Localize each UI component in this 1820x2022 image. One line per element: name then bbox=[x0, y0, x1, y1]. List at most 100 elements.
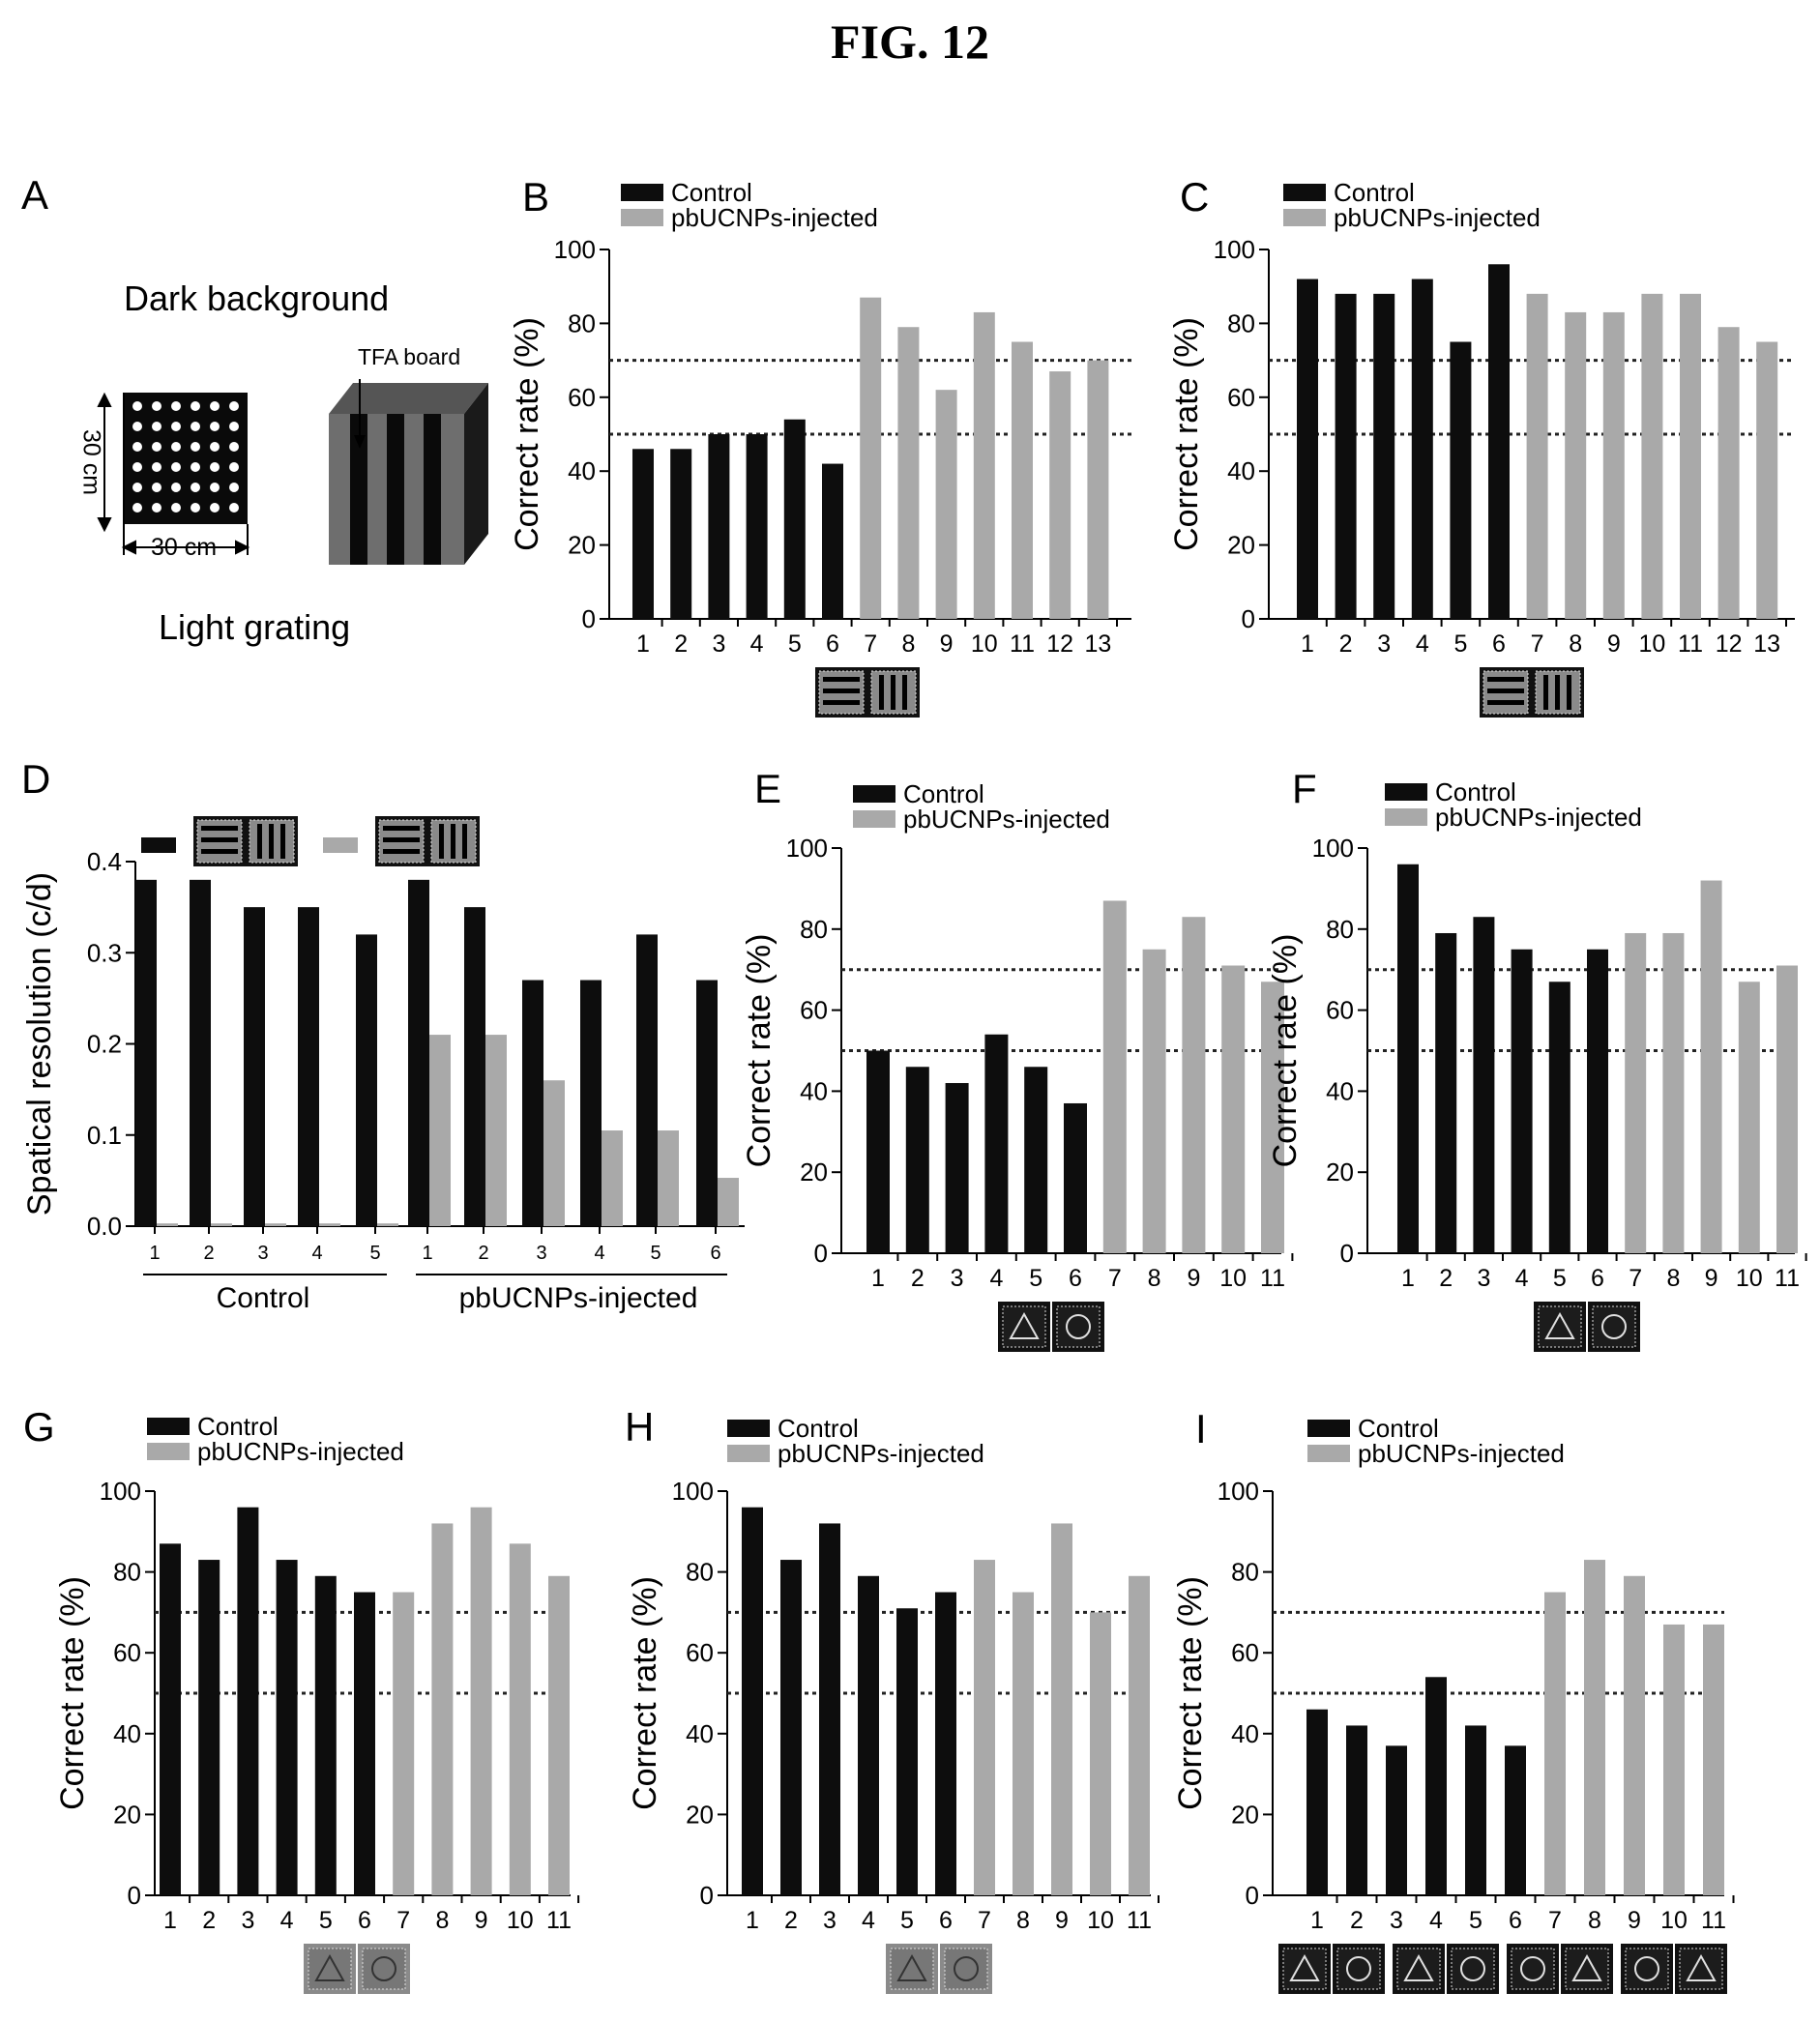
figure-title: FIG. 12 bbox=[831, 15, 989, 69]
legend-swatch-control bbox=[1307, 1420, 1350, 1437]
bar-injected bbox=[1182, 917, 1206, 1253]
x-tick-label: 1 bbox=[1401, 1265, 1415, 1292]
grating-stripe bbox=[891, 675, 895, 710]
grid-dot bbox=[229, 422, 239, 431]
x-tick-label: 5 bbox=[369, 1243, 380, 1264]
x-tick-label: 6 bbox=[358, 1907, 371, 1934]
y-tick-label: 60 bbox=[686, 1638, 714, 1667]
x-tick-label: 11 bbox=[1127, 1907, 1152, 1934]
bar-control bbox=[464, 907, 485, 1226]
y-tick-label: 0 bbox=[128, 1881, 141, 1910]
grid-dot bbox=[210, 401, 220, 411]
bar-injected bbox=[211, 1223, 232, 1226]
grid-dot bbox=[210, 503, 220, 513]
x-tick-label: 6 bbox=[1492, 630, 1506, 658]
x-tick-label: 3 bbox=[257, 1243, 268, 1264]
bar-injected bbox=[718, 1178, 739, 1226]
legend-swatch-control bbox=[147, 1418, 190, 1435]
grid-dot bbox=[132, 422, 142, 431]
y-axis-label: Correct rate (%) bbox=[1267, 934, 1304, 1168]
x-tick-label: 6 bbox=[1591, 1265, 1604, 1292]
y-tick-label: 20 bbox=[1227, 531, 1255, 560]
x-tick-label: 5 bbox=[650, 1243, 660, 1264]
grating-stripe bbox=[462, 824, 467, 859]
x-tick-label: 4 bbox=[862, 1907, 875, 1934]
bar-control bbox=[522, 980, 543, 1226]
grating-stripe bbox=[1567, 675, 1571, 710]
bar-control bbox=[636, 934, 658, 1226]
circle-icon bbox=[1634, 1956, 1659, 1981]
y-tick-label: 40 bbox=[800, 1076, 828, 1105]
panel-i: I 0 20 40 60 80 100 Correct rate (%) 1 2 3 4 5 6 7 8 9 10… bbox=[1172, 1406, 1735, 1994]
bar-control bbox=[314, 1575, 337, 1895]
grating-stripe bbox=[823, 689, 860, 693]
y-tick-label: 40 bbox=[1326, 1076, 1354, 1105]
bar-injected bbox=[1602, 311, 1625, 619]
bar-control bbox=[1024, 1067, 1048, 1253]
panel-h: H 0 20 40 60 80 100 Correct rate (%) 1 2 3 4 5 6 7 8 9 10… bbox=[625, 1404, 1160, 1994]
y-tick-label: 20 bbox=[113, 1800, 141, 1829]
circle-icon bbox=[371, 1956, 396, 1981]
bar-injected bbox=[377, 1223, 398, 1226]
circle-icon bbox=[1346, 1956, 1371, 1981]
grating-stripe bbox=[1543, 675, 1548, 710]
y-axis-label: Correct rate (%) bbox=[1168, 317, 1205, 551]
bar-injected bbox=[1703, 1624, 1724, 1895]
bar-injected bbox=[1051, 1523, 1072, 1895]
bar-injected bbox=[1584, 1560, 1605, 1895]
grid-dot bbox=[171, 462, 181, 472]
panel-a-drawing bbox=[97, 379, 488, 565]
y-tick-label: 80 bbox=[800, 915, 828, 944]
y-tick-label: 0.4 bbox=[87, 847, 122, 876]
legend-label-injected: pbUCNPs-injected bbox=[1435, 803, 1642, 832]
x-tick-label: 9 bbox=[940, 630, 954, 658]
x-tick-label: 4 bbox=[1429, 1907, 1443, 1934]
bar-control bbox=[746, 434, 768, 619]
legend-label-control: Control bbox=[1358, 1414, 1439, 1443]
x-tick-label: 4 bbox=[989, 1265, 1003, 1292]
grid-dot bbox=[191, 422, 200, 431]
bar-injected bbox=[973, 311, 995, 619]
bar-control bbox=[1346, 1725, 1367, 1895]
bar-control bbox=[580, 980, 602, 1226]
y-tick-label: 20 bbox=[1231, 1800, 1259, 1829]
bar-injected bbox=[1544, 1592, 1566, 1895]
x-tick-label: 7 bbox=[864, 630, 877, 658]
grid-dot bbox=[132, 462, 142, 472]
bar-control bbox=[408, 879, 429, 1226]
grid-dot bbox=[171, 401, 181, 411]
x-tick-label: 6 bbox=[1069, 1265, 1082, 1292]
group-label-injected: pbUCNPs-injected bbox=[459, 1282, 698, 1314]
grid-dot bbox=[191, 401, 200, 411]
stimulus-frame bbox=[1056, 1305, 1101, 1348]
legend-swatch-injected bbox=[853, 810, 895, 828]
legend-swatch-control bbox=[727, 1420, 770, 1437]
bar-control bbox=[1548, 982, 1570, 1253]
x-tick-label: 2 bbox=[1439, 1265, 1453, 1292]
x-tick-label: 3 bbox=[951, 1265, 964, 1292]
y-tick-label: 80 bbox=[686, 1558, 714, 1587]
circle-icon bbox=[954, 1956, 979, 1981]
panel-letter-h: H bbox=[625, 1404, 654, 1450]
dimension-arrows bbox=[97, 392, 250, 555]
y-tick-label: 40 bbox=[568, 456, 596, 485]
bar-injected bbox=[1565, 311, 1587, 619]
bar-injected bbox=[1624, 1575, 1645, 1895]
bar-injected bbox=[509, 1543, 531, 1895]
stimulus-frame bbox=[944, 1948, 988, 1990]
x-tick-label: 8 bbox=[1666, 1265, 1680, 1292]
bar-injected bbox=[543, 1080, 565, 1226]
bar-control bbox=[356, 934, 377, 1226]
x-tick-label: 10 bbox=[971, 630, 998, 658]
x-tick-label: 4 bbox=[280, 1907, 294, 1934]
bar-injected bbox=[1738, 982, 1760, 1253]
x-tick-label: 1 bbox=[149, 1243, 160, 1264]
grid-dot bbox=[152, 422, 161, 431]
legend-swatch-control bbox=[853, 785, 895, 803]
bar-injected bbox=[470, 1507, 492, 1895]
y-tick-label: 20 bbox=[1326, 1158, 1354, 1187]
circle-icon bbox=[1066, 1314, 1091, 1339]
grid-dot bbox=[152, 483, 161, 492]
bar-control bbox=[632, 449, 654, 619]
